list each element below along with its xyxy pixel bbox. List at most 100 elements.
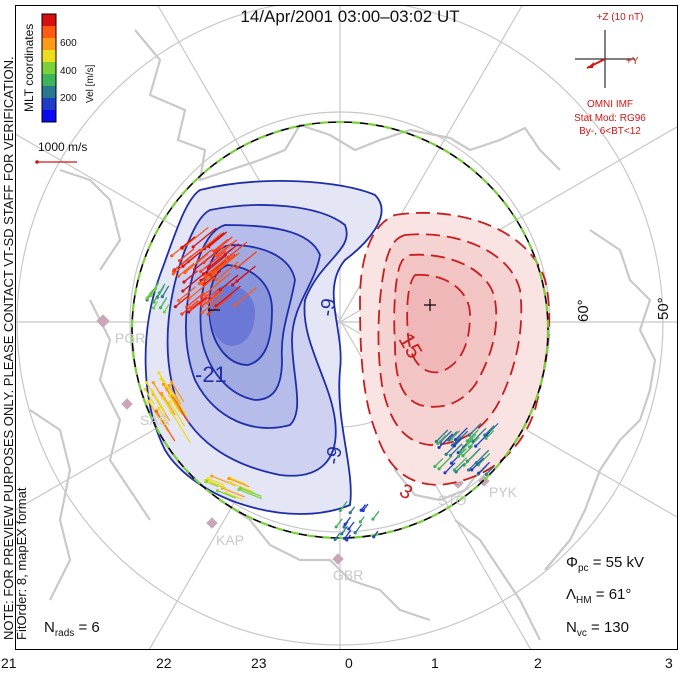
velocity-vector-origin <box>484 472 488 476</box>
imf-z-label: +Z (10 nT) <box>596 12 644 23</box>
velocity-vector <box>151 390 165 411</box>
velocity-vector-origin <box>456 454 461 459</box>
velocity-vector <box>485 466 495 475</box>
velocity-vector <box>160 297 168 309</box>
colorbar-swatch <box>42 110 56 123</box>
velocity-vector <box>215 261 239 281</box>
colorbar-swatch <box>42 14 56 27</box>
velocity-vector <box>169 401 185 427</box>
velocity-vector <box>208 231 228 248</box>
velocity-vector-origin <box>340 532 344 536</box>
latitude-label-60: 60° <box>575 299 592 322</box>
velocity-vector-origin <box>452 444 456 448</box>
positive-cell <box>359 211 550 486</box>
velocity-vector <box>213 238 229 252</box>
velocity-vector <box>150 284 158 296</box>
station-label-sas: SAS <box>140 412 169 428</box>
station-label-pgr: PGR <box>115 330 146 346</box>
velocity-vector <box>179 248 195 262</box>
velocity-vector <box>215 236 233 251</box>
velocity-vector <box>181 300 199 315</box>
velocity-vector-origin <box>226 255 230 260</box>
velocity-vector-origin <box>214 278 218 282</box>
velocity-vector-origin <box>207 480 212 484</box>
velocity-vector <box>460 438 474 453</box>
velocity-vector <box>344 529 352 539</box>
velocity-vector-origin <box>230 283 235 287</box>
velocity-vector-origin <box>183 270 187 275</box>
velocity-vector <box>438 433 454 448</box>
velocity-vector-origin <box>171 272 175 276</box>
velocity-vector <box>155 410 176 442</box>
velocity-vector <box>181 236 196 249</box>
velocity-vector <box>204 273 231 295</box>
velocity-vector-origin <box>203 292 207 296</box>
velocity-vector <box>445 445 455 455</box>
stat-lambda-hm: ΛHM = 61° <box>566 586 632 606</box>
velocity-vector-origin <box>454 470 458 474</box>
velocity-vector <box>182 248 205 267</box>
velocity-vector <box>168 395 181 413</box>
velocity-vector-origin <box>371 517 375 521</box>
velocity-vector <box>208 477 225 486</box>
velocity-vector-origin <box>372 535 376 539</box>
velocity-vector-origin <box>474 444 478 448</box>
scale-vector-arrow <box>35 160 77 164</box>
stat-phi-pc: Φpc = 55 kV <box>566 554 644 574</box>
velocity-vector <box>172 395 190 423</box>
velocity-vector <box>215 252 240 273</box>
velocity-vector <box>211 475 236 487</box>
velocity-vector-origin <box>176 274 181 278</box>
velocity-vector-origin <box>433 464 437 469</box>
stat-n-vc-value: 130 <box>603 619 629 636</box>
velocity-vector-origin <box>177 259 182 263</box>
velocity-vector <box>225 492 243 501</box>
velocity-vector-origin <box>154 409 158 413</box>
velocity-vector-origin <box>333 537 337 541</box>
velocity-vector <box>234 287 257 306</box>
potential-markers <box>208 299 436 311</box>
page-title: 14/Apr/2001 03:00–03:02 UT <box>240 7 460 26</box>
velocity-vector <box>453 457 468 471</box>
velocity-vector <box>466 429 479 442</box>
velocity-vector <box>161 285 170 297</box>
velocity-vector-origin <box>465 439 469 443</box>
velocity-vector <box>161 393 176 416</box>
velocity-vector-origin <box>180 312 184 316</box>
velocity-vector <box>448 430 458 441</box>
velocity-vector <box>434 458 444 467</box>
velocity-vector <box>203 270 222 285</box>
velocity-vector-origin <box>342 525 346 529</box>
velocity-vector <box>216 239 238 257</box>
velocity-vector <box>219 274 239 291</box>
velocity-vector-origin <box>189 306 193 311</box>
velocity-vector <box>354 523 363 534</box>
station-label-gbr: GBR <box>333 567 364 583</box>
colorbar-swatch <box>42 26 56 39</box>
velocity-vector-origin <box>206 476 210 481</box>
contour-label-neg21: -21 <box>195 362 227 387</box>
colorbar-tick-200: 200 <box>60 93 77 104</box>
latitude-label-50: 50° <box>655 297 672 320</box>
velocity-vector <box>171 381 185 402</box>
velocity-vector-origin <box>239 486 243 490</box>
velocity-vector-origin <box>218 288 222 292</box>
velocity-vector <box>203 245 225 264</box>
velocity-vector <box>469 436 480 448</box>
velocity-vector-origin <box>470 468 474 472</box>
colorbar-swatch <box>42 86 56 99</box>
velocity-vector <box>188 276 216 300</box>
velocity-vector-origin <box>203 274 207 278</box>
velocity-vector <box>182 271 207 292</box>
velocity-vector-origin <box>205 301 210 305</box>
velocity-vector <box>158 372 173 394</box>
velocity-vector <box>148 400 169 433</box>
velocity-vector <box>162 397 174 416</box>
colorbar-swatch <box>42 62 56 75</box>
velocity-vector <box>471 457 485 471</box>
velocity-vector <box>472 427 487 442</box>
velocity-vector-origin <box>156 406 161 410</box>
velocity-vector-origin <box>181 264 185 268</box>
velocity-vector-origin <box>437 445 441 450</box>
velocity-vector <box>204 232 225 250</box>
